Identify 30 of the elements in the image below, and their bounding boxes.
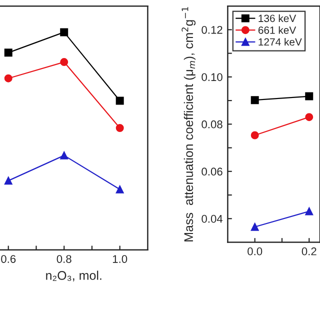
point — [116, 96, 124, 105]
y-tick-label: 0.08 — [202, 120, 222, 128]
y-tick-label: 0.04 — [202, 214, 223, 223]
point — [4, 48, 12, 57]
point — [116, 124, 124, 132]
x-axis-title: n₂O₃, mol. — [46, 270, 102, 282]
point — [4, 74, 12, 82]
point — [305, 113, 314, 122]
point — [116, 185, 124, 194]
point — [250, 131, 259, 140]
legend-label: 661 keV — [258, 26, 296, 34]
point — [60, 28, 68, 36]
point — [305, 92, 314, 100]
point — [60, 58, 68, 66]
y-axis-title: Mass attenuation coefficient (μ$_{m}$), cm$^{2}$g$^{−1}$ — [182, 7, 196, 242]
x-tick-label: 0.6 — [1, 255, 16, 263]
y-tick-label: 0.12 — [202, 26, 222, 34]
x-tick-label: 0.2 — [302, 247, 316, 256]
legend-label: 1274 keV — [258, 38, 302, 46]
point — [4, 176, 12, 185]
y-tick-label: 0.06 — [202, 168, 222, 176]
legend-label: 136 keV — [258, 14, 296, 22]
x-tick-label: 0.8 — [56, 255, 72, 263]
point — [250, 96, 259, 104]
point — [250, 222, 259, 231]
y-tick-label: 0.10 — [202, 73, 222, 82]
x-tick-label: 1.0 — [112, 255, 128, 263]
x-tick-label: 0.0 — [248, 247, 262, 256]
point — [60, 151, 68, 160]
point — [305, 207, 314, 216]
